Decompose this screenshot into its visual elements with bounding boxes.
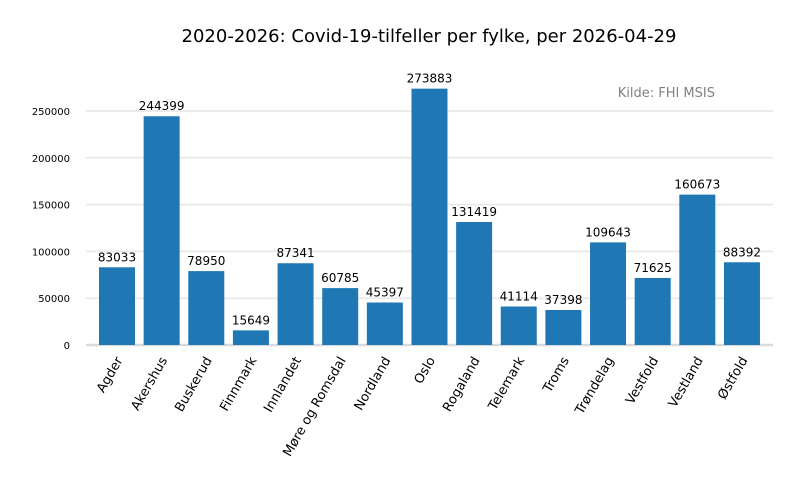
y-tick-label: 50000 <box>38 294 70 305</box>
bar <box>232 330 269 345</box>
x-tick-label: Akershus <box>128 354 171 413</box>
source-annotation: Kilde: FHI MSIS <box>618 86 715 101</box>
data-label: 78950 <box>187 254 225 268</box>
bar <box>723 262 760 345</box>
data-label: 45397 <box>366 286 404 300</box>
data-label: 87341 <box>276 246 314 260</box>
data-label: 273883 <box>407 72 453 86</box>
y-tick-label: 150000 <box>32 201 70 212</box>
x-tick-label: Trøndelag <box>572 355 617 418</box>
y-tick-label: 250000 <box>32 107 70 118</box>
bar <box>188 271 225 345</box>
x-tick-label: Nordland <box>352 355 395 414</box>
bar <box>590 242 627 345</box>
data-label: 109643 <box>585 225 631 239</box>
data-label: 60785 <box>321 271 359 285</box>
bar <box>366 302 403 345</box>
y-tick-label: 200000 <box>32 154 70 165</box>
data-label: 244399 <box>139 99 185 113</box>
y-tick-label: 0 <box>64 341 70 352</box>
bar <box>411 88 448 346</box>
data-label: 41114 <box>500 290 538 304</box>
data-label: 131419 <box>451 205 497 219</box>
x-tick-label: Buskerud <box>172 355 215 415</box>
x-tick-label: Finnmark <box>217 354 260 414</box>
x-tick-label: Vestfold <box>623 355 662 408</box>
x-tick-label: Vestland <box>666 355 707 411</box>
y-tick-label: 100000 <box>32 247 70 258</box>
bar <box>500 306 537 345</box>
x-tick-label: Oslo <box>412 354 439 386</box>
bar <box>277 263 314 345</box>
data-label: 88392 <box>723 245 761 259</box>
x-tick-label: Agder <box>94 354 127 396</box>
bar <box>634 277 671 345</box>
data-label: 37398 <box>544 293 582 307</box>
data-label: 83033 <box>98 250 136 264</box>
bar <box>545 309 582 345</box>
x-tick-label: Innlandet <box>261 355 305 416</box>
x-tick-label: Telemark <box>485 354 528 414</box>
bar <box>679 194 716 345</box>
data-label: 71625 <box>634 261 672 275</box>
bar <box>99 267 135 345</box>
x-tick-label: Rogaland <box>440 355 483 415</box>
bar <box>143 116 180 345</box>
data-label: 160673 <box>674 178 720 192</box>
bar <box>322 288 359 345</box>
chart-title: 2020-2026: Covid-19-tilfeller per fylke,… <box>182 26 677 47</box>
x-tick-label: Østfold <box>715 355 751 403</box>
data-label: 15649 <box>232 313 270 327</box>
bar <box>456 221 493 345</box>
x-tick-label: Troms <box>540 354 573 396</box>
